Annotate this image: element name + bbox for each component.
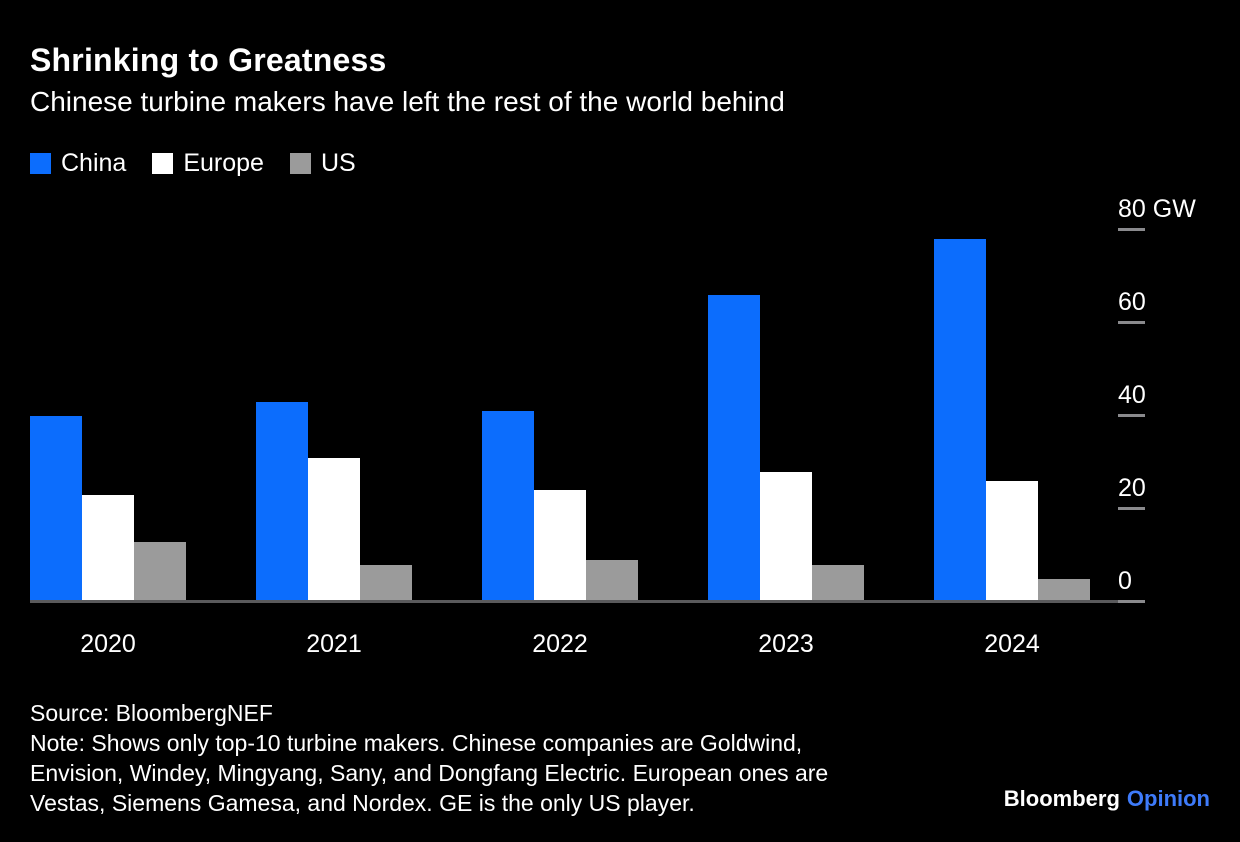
x-tick-label-2023: 2023	[758, 630, 814, 658]
note-line: Envision, Windey, Mingyang, Sany, and Do…	[30, 760, 829, 786]
bar-europe-2021	[308, 458, 360, 602]
brand-opinion: Opinion	[1126, 786, 1210, 811]
legend-item-china: China	[30, 149, 126, 178]
x-tick-label-2024: 2024	[984, 630, 1040, 658]
note-line: Note: Shows only top-10 turbine makers. …	[30, 730, 803, 756]
legend-label-europe: Europe	[183, 149, 264, 177]
bar-us-2020	[134, 542, 186, 602]
y-tick-mark-0	[1118, 600, 1145, 603]
x-tick-label-2021: 2021	[306, 630, 362, 658]
bar-china-2024	[934, 239, 986, 602]
legend-label-us: US	[320, 149, 356, 177]
bar-group-2023	[708, 295, 864, 602]
bar-group-2024	[934, 239, 1090, 602]
note-text: Note: Shows only top-10 turbine makers. …	[30, 728, 828, 818]
bar-group-2021	[256, 402, 412, 602]
source-text: Source: BloombergNEF	[30, 700, 273, 726]
y-tick-mark-20	[1118, 507, 1145, 510]
note-line: Vestas, Siemens Gamesa, and Nordex. GE i…	[30, 790, 695, 816]
x-tick-label-2020: 2020	[80, 630, 136, 658]
bar-china-2023	[708, 295, 760, 602]
chart-legend: China Europe US	[30, 149, 356, 178]
y-tick-mark-60	[1118, 321, 1145, 324]
bar-group-2020	[30, 416, 186, 602]
y-tick-mark-40	[1118, 414, 1145, 417]
bar-europe-2022	[534, 490, 586, 602]
footer: Source: BloombergNEF Note: Shows only to…	[30, 698, 828, 818]
bar-europe-2023	[760, 472, 812, 602]
bar-europe-2020	[82, 495, 134, 602]
bar-china-2022	[482, 411, 534, 602]
x-axis-line	[30, 600, 1135, 603]
bar-us-2023	[812, 565, 864, 602]
chart-subtitle: Chinese turbine makers have left the res…	[30, 86, 785, 117]
bar-china-2021	[256, 402, 308, 602]
bar-group-2022	[482, 411, 638, 602]
legend-swatch-china	[30, 153, 51, 174]
legend-item-us: US	[289, 149, 356, 178]
y-tick-label-20: 20	[1118, 474, 1146, 502]
bar-us-2024	[1038, 579, 1090, 602]
bloomberg-opinion-logo: Bloomberg Opinion	[1004, 786, 1210, 812]
y-tick-label-80: 80 GW	[1118, 195, 1196, 223]
legend-label-china: China	[61, 149, 127, 177]
bar-europe-2024	[986, 481, 1038, 602]
y-tick-label-0: 0	[1118, 567, 1132, 595]
y-tick-label-60: 60	[1118, 288, 1146, 316]
x-tick-label-2022: 2022	[532, 630, 588, 658]
y-axis-labels: 80 GW 60 40 20 0	[1118, 0, 1228, 842]
bar-us-2021	[360, 565, 412, 602]
legend-item-europe: Europe	[152, 149, 264, 178]
bar-china-2020	[30, 416, 82, 602]
y-tick-mark-80	[1118, 228, 1145, 231]
legend-swatch-us	[289, 153, 311, 174]
brand-bloomberg: Bloomberg	[1003, 786, 1120, 811]
bar-us-2022	[586, 560, 638, 602]
legend-swatch-europe	[152, 153, 174, 174]
y-tick-label-40: 40	[1118, 381, 1146, 409]
page-title: Shrinking to Greatness	[30, 42, 387, 78]
